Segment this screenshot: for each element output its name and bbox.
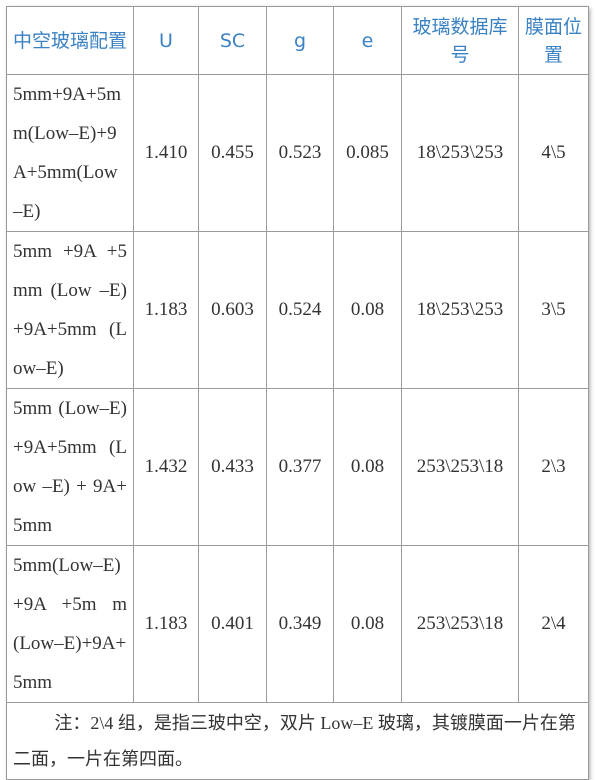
header-cell: 中空玻璃配置 <box>6 6 134 75</box>
value-cell: 0.08 <box>333 388 402 546</box>
value-cell: 3\5 <box>518 231 589 389</box>
value-cell: 1.183 <box>133 545 199 703</box>
table-row: 5mm(Low–E) +9A +5m m (Low–E)+9A+ 5mm 1.18… <box>6 545 589 703</box>
value-cell: 2\4 <box>518 545 589 703</box>
value-cell: 0.523 <box>266 74 334 232</box>
header-cell: 膜面位置 <box>518 6 589 75</box>
value-cell: 0.08 <box>333 545 402 703</box>
table-row: 5mm (Low–E)+9A+5mm (Low –E) + 9A+5mm 1.43… <box>6 388 589 546</box>
config-cell: 5mm (Low–E)+9A+5mm (Low –E) + 9A+5mm <box>6 388 134 546</box>
value-cell: 0.603 <box>198 231 267 389</box>
value-cell: 1.410 <box>133 74 199 232</box>
value-cell: 0.349 <box>266 545 334 703</box>
table-frame: 中空玻璃配置 U SC g e 玻璃数据库号 膜面位置 5mm+9A+5mm(Low–E)+… <box>6 6 589 780</box>
value-cell: 0.455 <box>198 74 267 232</box>
config-cell: 5mm(Low–E) +9A +5m m (Low–E)+9A+ 5mm <box>6 545 134 703</box>
header-cell: e <box>333 6 402 75</box>
table-row: 5mm+9A+5mm(Low–E)+9A+5mm(Low–E) 1.410 0.45… <box>6 74 589 232</box>
table-row: 5mm +9A +5mm (Low –E)+9A+5mm (Low–E) 1.18… <box>6 231 589 389</box>
value-cell: 0.08 <box>333 231 402 389</box>
value-cell: 0.377 <box>266 388 334 546</box>
value-cell: 0.085 <box>333 74 402 232</box>
note: 注：2\4 组，是指三玻中空，双片 Low–E 玻璃，其镀膜面一片在第二面，一片… <box>6 702 589 780</box>
value-cell: 0.524 <box>266 231 334 389</box>
value-cell: 18\253\253 <box>401 231 519 389</box>
value-cell: 253\253\18 <box>401 388 519 546</box>
value-cell: 18\253\253 <box>401 74 519 232</box>
value-cell: 1.183 <box>133 231 199 389</box>
table-body: 5mm+9A+5mm(Low–E)+9A+5mm(Low–E) 1.410 0.45… <box>6 74 589 780</box>
config-cell: 5mm +9A +5mm (Low –E)+9A+5mm (Low–E) <box>6 231 134 389</box>
header-cell: g <box>266 6 334 75</box>
spec-table: 中空玻璃配置 U SC g e 玻璃数据库号 膜面位置 5mm+9A+5mm(Low–E)+… <box>6 6 589 780</box>
value-cell: 2\3 <box>518 388 589 546</box>
value-cell: 253\253\18 <box>401 545 519 703</box>
value-cell: 0.433 <box>198 388 267 546</box>
value-cell: 1.432 <box>133 388 199 546</box>
header-cell: SC <box>198 6 267 75</box>
header-cell: U <box>133 6 199 75</box>
config-cell: 5mm+9A+5mm(Low–E)+9A+5mm(Low–E) <box>6 74 134 232</box>
note-row: 注：2\4 组，是指三玻中空，双片 Low–E 玻璃，其镀膜面一片在第二面，一片… <box>6 702 589 780</box>
value-cell: 4\5 <box>518 74 589 232</box>
header-cell: 玻璃数据库号 <box>401 6 519 75</box>
header-row: 中空玻璃配置 U SC g e 玻璃数据库号 膜面位置 <box>6 6 589 75</box>
value-cell: 0.401 <box>198 545 267 703</box>
